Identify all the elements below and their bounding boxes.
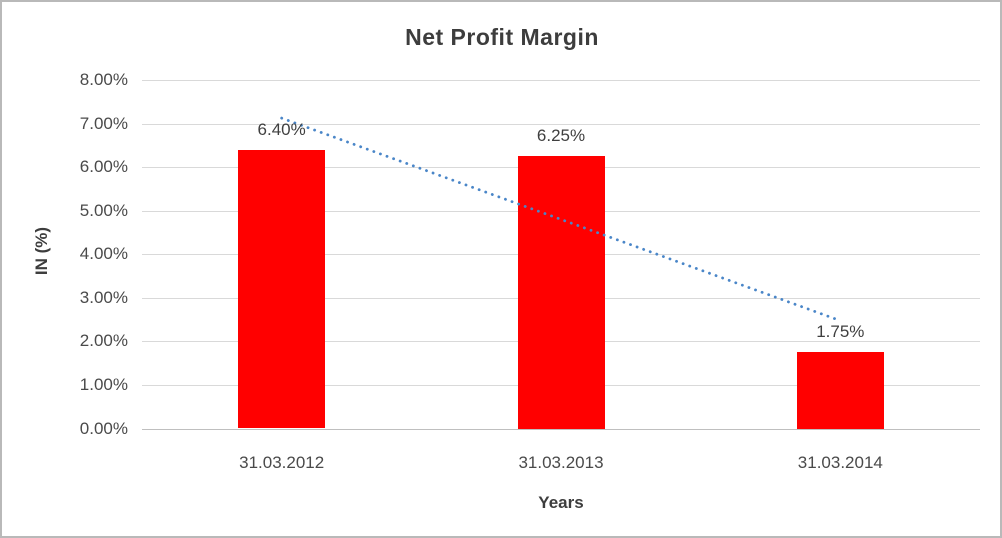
trendline-path <box>280 116 842 323</box>
bar-data-label: 6.40% <box>257 119 306 139</box>
trendline <box>280 116 842 323</box>
y-tick-label: 0.00% <box>79 418 128 438</box>
y-tick-label: 6.00% <box>79 157 128 177</box>
x-axis-line <box>142 428 980 430</box>
x-axis-title: Years <box>538 493 584 512</box>
bar-data-label: 1.75% <box>816 322 865 342</box>
bar <box>796 352 884 429</box>
y-tick-label: 4.00% <box>79 244 128 264</box>
chart-title: Net Profit Margin <box>405 24 599 50</box>
gridline <box>142 123 980 125</box>
x-tick-label: 31.03.2013 <box>518 453 604 472</box>
y-tick-label: 1.00% <box>79 374 128 394</box>
x-tick-label: 31.03.2014 <box>797 453 883 472</box>
gridline <box>142 80 980 81</box>
bar <box>238 149 326 429</box>
x-tick-label: 31.03.2012 <box>239 453 325 472</box>
bar-data-label: 6.25% <box>536 126 586 146</box>
y-tick-label: 3.00% <box>79 287 128 307</box>
y-tick-label: 2.00% <box>79 331 128 351</box>
y-tick-label: 8.00% <box>79 70 128 89</box>
y-tick-label: 5.00% <box>79 200 128 220</box>
bar <box>517 156 605 429</box>
y-tick-label: 7.00% <box>79 113 128 133</box>
